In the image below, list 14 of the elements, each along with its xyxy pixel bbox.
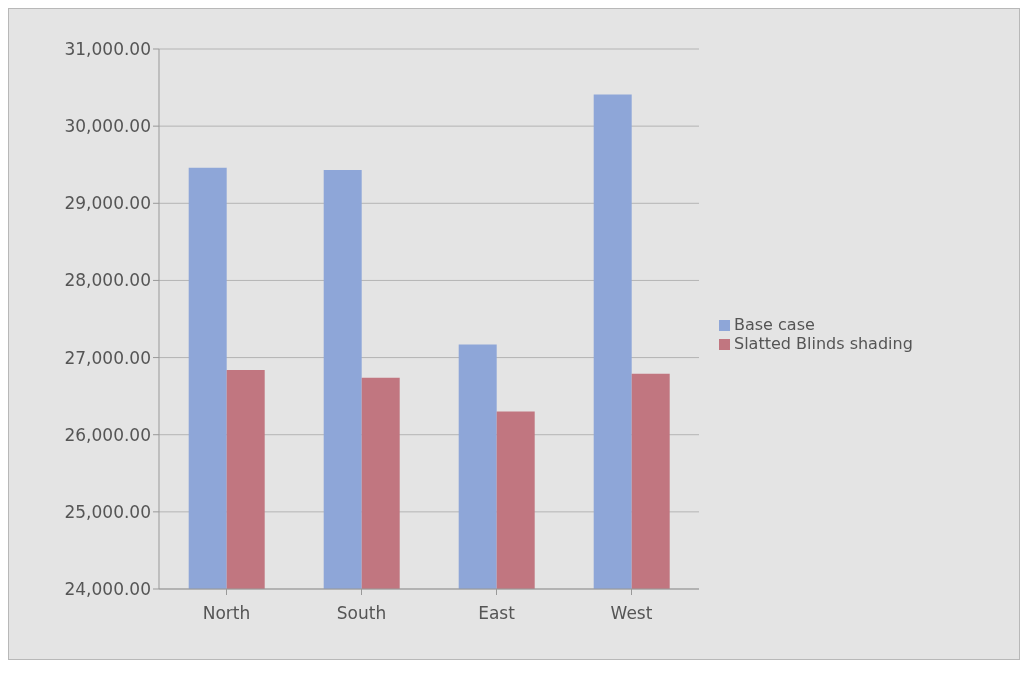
y-tick-label: 29,000.00 <box>64 193 151 214</box>
legend-label: Slatted Blinds shading <box>734 334 913 353</box>
x-tick-label: East <box>478 603 516 624</box>
y-tick-label: 31,000.00 <box>64 39 151 60</box>
x-tick-label: South <box>336 603 387 624</box>
y-tick-label: 26,000.00 <box>64 424 151 445</box>
legend-label: Base case <box>734 315 815 334</box>
y-tick-label: 25,000.00 <box>64 501 151 522</box>
x-tick-label: West <box>610 603 653 624</box>
x-tick-label: North <box>202 603 251 624</box>
y-tick-label: 24,000.00 <box>64 579 151 600</box>
y-tick-label: 30,000.00 <box>64 116 151 137</box>
y-tick-label: 28,000.00 <box>64 270 151 291</box>
y-tick-label: 27,000.00 <box>64 347 151 368</box>
